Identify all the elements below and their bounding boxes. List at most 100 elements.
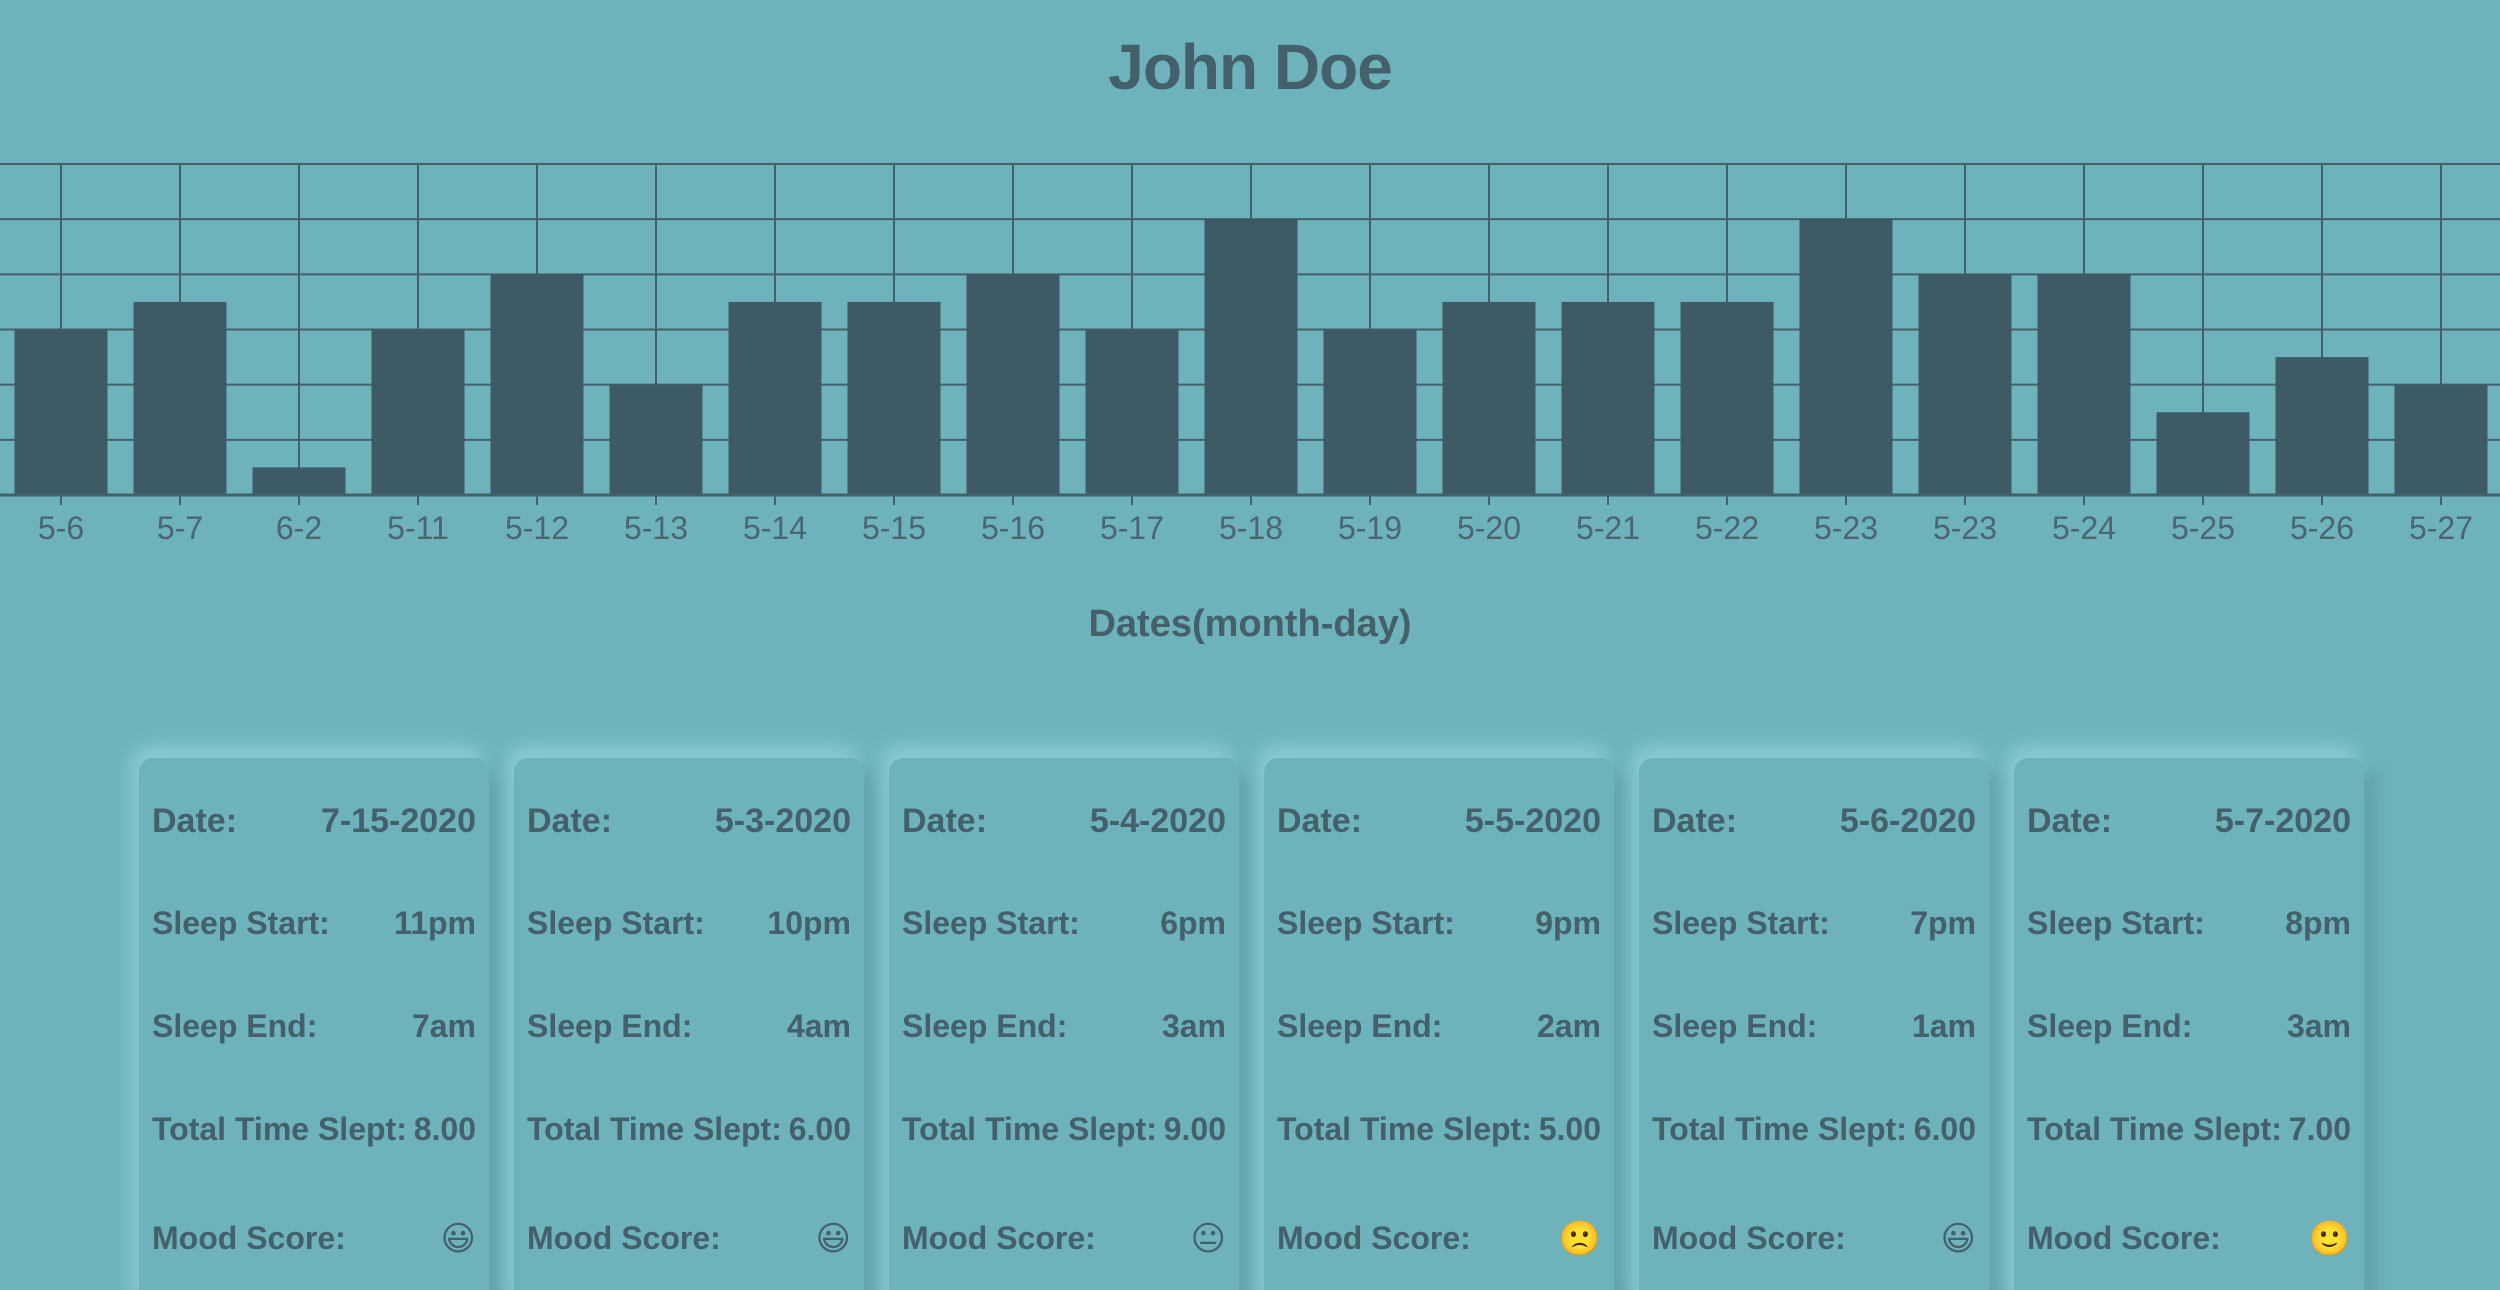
bar (133, 301, 227, 495)
total-time-slept-row: Total Time Slept: 8.00 (152, 1111, 476, 1148)
bar (2275, 357, 2369, 495)
x-tick-label: 5-15 (862, 510, 926, 546)
sleep-card: Date: 5-5-2020 Sleep Start: 9pm Sleep End: 2a… (1264, 758, 1614, 1290)
sleep-start-label: Sleep Start: (902, 905, 1080, 941)
total-time-slept-value: 9.00 (1163, 1111, 1226, 1147)
sleep-end-row: Sleep End: 3am (902, 1008, 1226, 1045)
sleep-card: Date: 5-3-2020 Sleep Start: 10pm Sleep End: 4… (514, 758, 864, 1290)
total-time-slept-label: Total Time Slept: (1277, 1111, 1532, 1147)
date-value: 5-4-2020 (1089, 802, 1226, 840)
sleep-start-label: Sleep Start: (1652, 905, 1830, 941)
date-row: Date: 5-5-2020 (1277, 802, 1601, 841)
sleep-end-value: 3am (1161, 1008, 1226, 1044)
x-tick-label: 6-2 (276, 510, 322, 546)
date-label: Date: (1277, 802, 1363, 840)
grinning-face-icon: 😃 (440, 1219, 476, 1258)
sleep-bar-chart: 5-6 5-7 6-2 5-11 5-12 5-13 5-14 5-15 5-16 5-17 5-1… (0, 163, 2500, 546)
sleep-start-label: Sleep Start: (527, 905, 705, 941)
total-time-slept-label: Total Time Slept: (1652, 1111, 1907, 1147)
page-title: John Doe (1108, 31, 1393, 103)
total-time-slept-value: 7.00 (2288, 1111, 2351, 1147)
date-value: 5-3-2020 (714, 802, 851, 840)
date-value: 5-6-2020 (1839, 802, 1976, 840)
sleep-end-value: 3am (2286, 1008, 2351, 1044)
mood-score-label: Mood Score: (527, 1220, 721, 1256)
sleep-end-label: Sleep End: (1652, 1008, 1818, 1044)
mood-score-row: Mood Score: 🙁 (1277, 1220, 1601, 1257)
date-row: Date: 7-15-2020 (152, 802, 476, 841)
date-label: Date: (1652, 802, 1738, 840)
mood-score-label: Mood Score: (152, 1220, 346, 1256)
sleep-end-label: Sleep End: (527, 1008, 693, 1044)
frowning-face-icon: 🙁 (1558, 1219, 1601, 1258)
sleep-card: Date: 5-7-2020 Sleep Start: 8pm Sleep End: 3a… (2014, 758, 2364, 1290)
sleep-start-row: Sleep Start: 7pm (1652, 905, 1976, 942)
sleep-start-label: Sleep Start: (1277, 905, 1455, 941)
sleep-card: Date: 5-4-2020 Sleep Start: 6pm Sleep End: 3a… (889, 758, 1239, 1290)
sleep-end-row: Sleep End: 7am (152, 1008, 476, 1045)
x-tick-label: 5-23 (1814, 510, 1878, 546)
sleep-end-value: 7am (411, 1008, 476, 1044)
date-label: Date: (527, 802, 613, 840)
x-tick-label: 5-17 (1100, 510, 1164, 546)
sleep-end-value: 2am (1536, 1008, 1601, 1044)
date-row: Date: 5-7-2020 (2027, 802, 2351, 841)
sleep-start-row: Sleep Start: 8pm (2027, 905, 2351, 942)
mood-score-row: Mood Score: 🙂 (2027, 1220, 2351, 1257)
bar (966, 274, 1060, 495)
date-label: Date: (152, 802, 238, 840)
mood-score-label: Mood Score: (2027, 1220, 2221, 1256)
bar (609, 384, 703, 495)
x-tick-label: 5-24 (2052, 510, 2116, 546)
total-time-slept-row: Total Time Slept: 9.00 (902, 1111, 1226, 1148)
sleep-end-label: Sleep End: (2027, 1008, 2193, 1044)
sleep-start-row: Sleep Start: 11pm (152, 905, 476, 942)
total-time-slept-row: Total Time Slept: 6.00 (1652, 1111, 1976, 1148)
total-time-slept-label: Total Time Slept: (2027, 1111, 2282, 1147)
mood-score-row: Mood Score: 😃 (152, 1220, 476, 1257)
sleep-end-row: Sleep End: 2am (1277, 1008, 1601, 1045)
sleep-end-label: Sleep End: (1277, 1008, 1443, 1044)
mood-score-label: Mood Score: (1277, 1220, 1471, 1256)
date-row: Date: 5-6-2020 (1652, 802, 1976, 841)
x-tick-label: 5-14 (743, 510, 807, 546)
sleep-start-row: Sleep Start: 6pm (902, 905, 1226, 942)
bar (371, 329, 465, 495)
total-time-slept-label: Total Time Slept: (902, 1111, 1157, 1147)
x-tick-label: 5-18 (1219, 510, 1283, 546)
total-time-slept-row: Total Time Slept: 5.00 (1277, 1111, 1601, 1148)
mood-score-label: Mood Score: (902, 1220, 1096, 1256)
mood-score-row: Mood Score: 😃 (527, 1220, 851, 1257)
bar (1918, 274, 2012, 495)
bar (2394, 384, 2488, 495)
sleep-start-value: 11pm (394, 905, 476, 941)
sleep-start-value: 10pm (767, 905, 851, 941)
bar (847, 301, 941, 495)
x-tick-label: 5-21 (1576, 510, 1640, 546)
sleep-start-value: 6pm (1160, 905, 1226, 941)
total-time-slept-value: 8.00 (413, 1111, 476, 1147)
x-tick-label: 5-13 (624, 510, 688, 546)
total-time-slept-value: 6.00 (788, 1111, 851, 1147)
sleep-start-value: 7pm (1910, 905, 1976, 941)
neutral-face-icon: 😐 (1190, 1219, 1226, 1258)
bar (14, 329, 108, 495)
slightly-smiling-face-icon: 🙂 (2308, 1219, 2351, 1258)
bar (728, 301, 822, 495)
grinning-face-icon: 😃 (1940, 1219, 1976, 1258)
date-value: 7-15-2020 (320, 802, 476, 840)
mood-score-row: Mood Score: 😃 (1652, 1220, 1976, 1257)
x-tick-label: 5-12 (505, 510, 569, 546)
sleep-end-value: 1am (1911, 1008, 1976, 1044)
x-tick-label: 5-20 (1457, 510, 1521, 546)
x-tick-label: 5-16 (981, 510, 1045, 546)
sleep-start-label: Sleep Start: (152, 905, 330, 941)
date-label: Date: (902, 802, 988, 840)
bar (1680, 301, 1774, 495)
sleep-start-row: Sleep Start: 9pm (1277, 905, 1601, 942)
total-time-slept-label: Total Time Slept: (152, 1111, 407, 1147)
bar (1442, 301, 1536, 495)
bar (490, 274, 584, 495)
grinning-face-icon: 😃 (815, 1219, 851, 1258)
